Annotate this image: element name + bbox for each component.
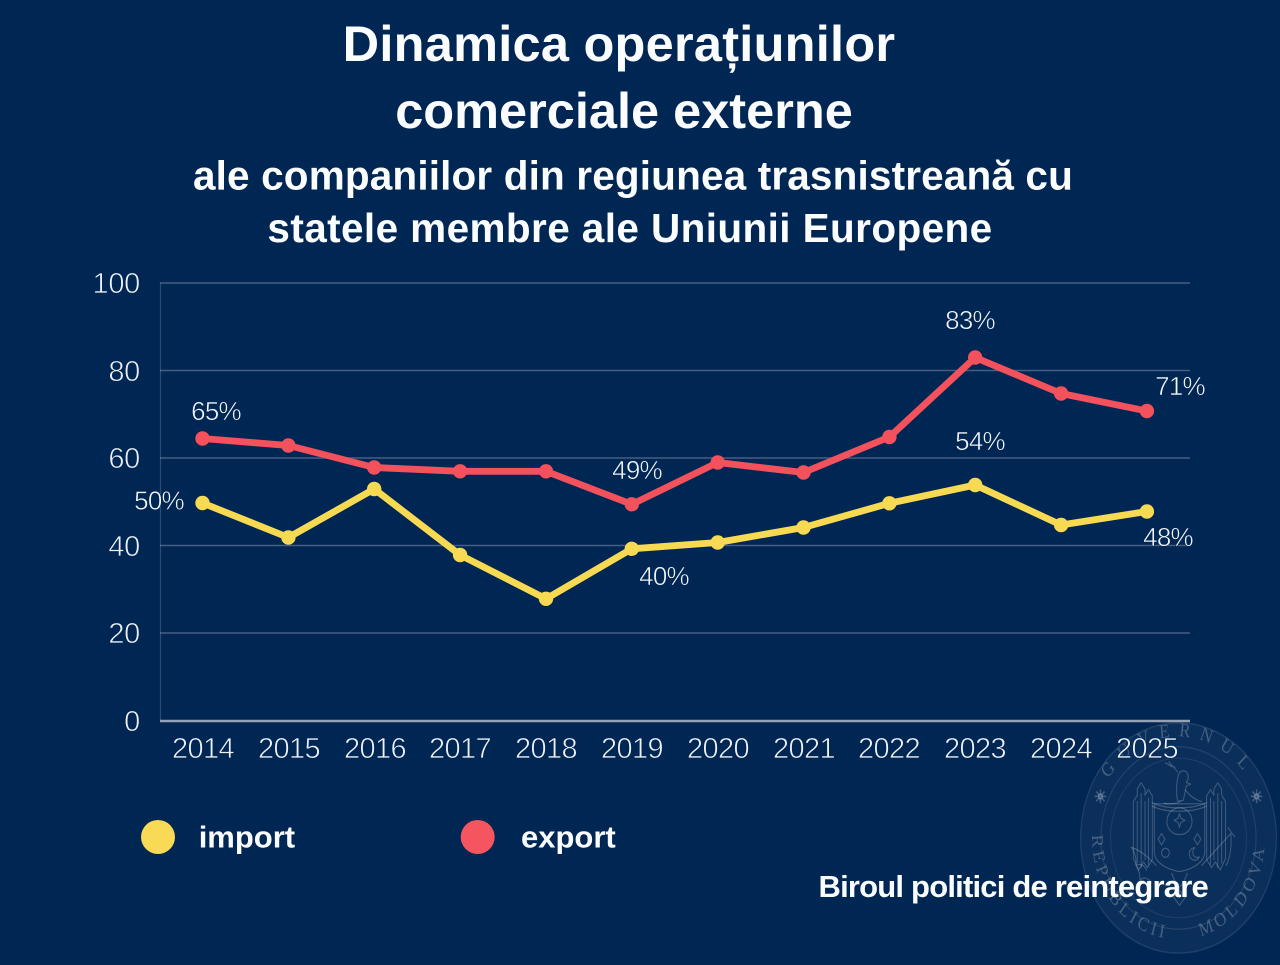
svg-text:2023: 2023 (944, 733, 1006, 765)
svg-text:20: 20 (108, 618, 140, 650)
svg-text:40%: 40% (639, 561, 689, 591)
svg-text:ale companiilor din regiunea t: ale companiilor din regiunea trasnistrea… (193, 153, 1073, 199)
svg-text:49%: 49% (612, 455, 662, 485)
svg-text:65%: 65% (191, 396, 241, 426)
svg-text:2024: 2024 (1030, 733, 1093, 765)
svg-text:50%: 50% (134, 486, 184, 516)
svg-text:statele membre ale Uniunii Eur: statele membre ale Uniunii Europene (267, 205, 992, 251)
svg-text:0: 0 (124, 706, 140, 738)
svg-text:83%: 83% (945, 305, 995, 335)
svg-text:48%: 48% (1143, 522, 1193, 552)
svg-text:2014: 2014 (172, 733, 235, 765)
svg-text:export: export (521, 819, 616, 854)
svg-text:Dinamica operațiunilor: Dinamica operațiunilor (343, 15, 896, 72)
svg-text:2015: 2015 (258, 733, 320, 765)
svg-text:2018: 2018 (515, 733, 577, 765)
svg-text:71%: 71% (1155, 371, 1205, 401)
svg-text:2019: 2019 (601, 733, 663, 765)
svg-text:2025: 2025 (1116, 733, 1178, 765)
svg-text:54%: 54% (955, 426, 1005, 456)
svg-text:import: import (199, 819, 295, 854)
svg-text:60: 60 (108, 443, 140, 475)
svg-text:2016: 2016 (344, 733, 406, 765)
svg-text:80: 80 (108, 356, 140, 388)
svg-text:Biroul politici de reintegrare: Biroul politici de reintegrare (819, 869, 1209, 904)
svg-text:2022: 2022 (858, 733, 920, 765)
svg-text:2021: 2021 (773, 733, 835, 765)
svg-text:100: 100 (93, 268, 141, 300)
svg-text:2020: 2020 (687, 733, 749, 765)
svg-text:comerciale externe: comerciale externe (395, 82, 853, 139)
svg-text:40: 40 (108, 531, 140, 563)
svg-text:2017: 2017 (429, 733, 491, 765)
